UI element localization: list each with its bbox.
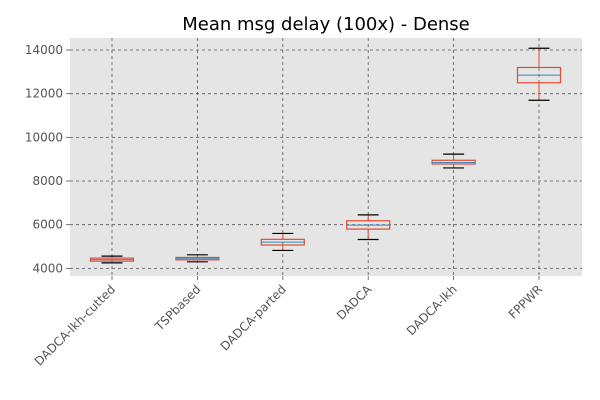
plot-area — [70, 38, 582, 276]
chart-title: Mean msg delay (100x) - Dense — [182, 14, 470, 35]
y-tick-label: 8000 — [32, 174, 63, 188]
x-tick-label: FPPWR — [506, 282, 545, 321]
y-tick-label: 14000 — [25, 43, 63, 57]
box-group — [260, 232, 305, 252]
y-tick-label: 6000 — [32, 218, 63, 232]
x-tick-label: DADCA-parted — [218, 282, 289, 353]
box-group — [516, 47, 562, 101]
box-group — [431, 153, 476, 169]
box-group — [89, 255, 135, 264]
y-tick-label: 12000 — [25, 87, 63, 101]
box-group — [175, 254, 220, 263]
y-tick-label: 10000 — [25, 130, 63, 144]
x-tick-label: DADCA — [334, 282, 375, 323]
x-tick-label: DADCA-lkh-cutted — [32, 282, 118, 368]
x-tick-label: TSPbased — [152, 282, 204, 334]
box-group — [346, 214, 391, 241]
y-tick-label: 4000 — [32, 261, 63, 275]
x-tick-label: DADCA-lkh — [404, 282, 460, 338]
box-layer — [89, 47, 562, 264]
